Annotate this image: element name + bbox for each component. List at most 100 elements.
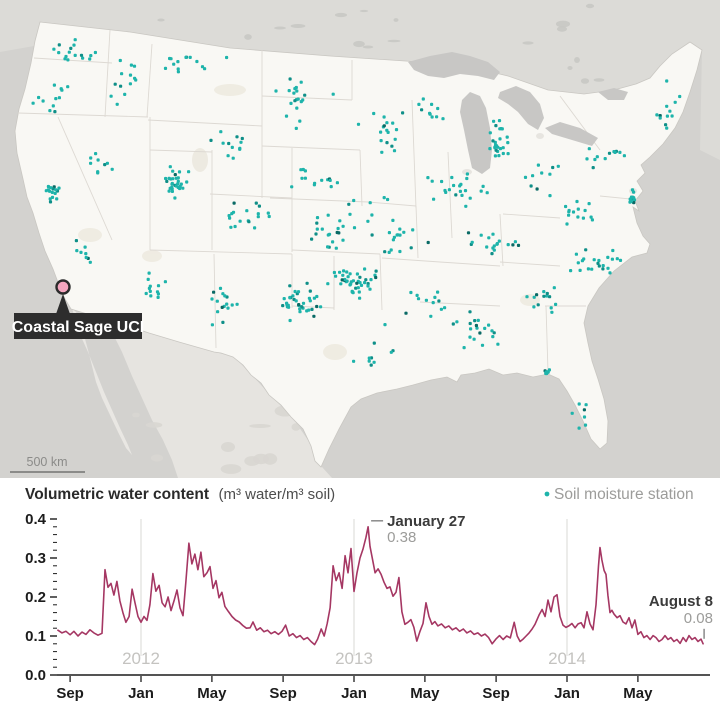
canada-lake-speckle: [580, 78, 590, 84]
state-border-line: [104, 29, 111, 118]
station-dot: [225, 302, 229, 306]
mexico-terrain-speckle: [145, 422, 163, 428]
canada-lake-speckle: [274, 26, 286, 30]
station-dot: [404, 311, 408, 315]
canada-lake-speckle: [157, 18, 165, 22]
station-dot: [551, 165, 555, 170]
canada-lake-speckle: [522, 41, 534, 45]
year-gridline-label: 2012: [122, 649, 160, 668]
station-dot: [341, 273, 345, 277]
chart-annotations: January 270.38 August 80.08: [371, 513, 713, 639]
station-dot: [52, 47, 56, 51]
station-dot: [491, 335, 495, 339]
y-tick-label: 0.1: [25, 628, 46, 645]
canada-lake-speckle: [353, 40, 365, 48]
station-dot: [245, 209, 249, 213]
station-dot: [450, 175, 454, 180]
station-dot: [470, 240, 474, 244]
station-dot: [491, 232, 495, 236]
station-dot: [372, 341, 376, 345]
station-dot: [401, 111, 405, 115]
station-dot: [569, 269, 573, 273]
station-dot: [380, 150, 384, 154]
station-dot: [545, 291, 549, 296]
station-dot: [66, 85, 70, 89]
station-dot: [156, 295, 160, 299]
station-dot: [389, 350, 393, 354]
station-dot: [497, 154, 501, 158]
station-dot: [531, 174, 535, 178]
station-dot: [89, 54, 93, 58]
station-dot: [580, 259, 584, 263]
station-dot: [391, 218, 395, 222]
station-dot: [577, 426, 581, 430]
station-dot: [352, 359, 356, 363]
station-dot: [81, 56, 85, 60]
station-dot: [220, 305, 224, 309]
station-dot: [89, 156, 93, 160]
chart-legend: Soil moisture station: [544, 486, 694, 503]
station-dot: [320, 178, 324, 182]
station-dot: [303, 93, 307, 97]
station-dot: [103, 163, 107, 167]
station-dot: [355, 281, 359, 285]
canada-lake-speckle: [555, 20, 571, 28]
station-dot: [610, 257, 614, 261]
station-dot: [174, 176, 178, 180]
canada-lake-speckle: [334, 12, 348, 18]
station-dot: [240, 136, 244, 141]
scale-bar: 500 km: [10, 455, 85, 473]
station-dot: [393, 137, 397, 141]
station-dot: [590, 218, 594, 222]
station-dot: [315, 304, 319, 309]
station-dot: [618, 150, 622, 154]
callout-pointer: [56, 294, 70, 314]
station-dot: [165, 179, 169, 183]
station-dot: [315, 216, 320, 220]
station-dot: [387, 231, 391, 235]
station-dot: [415, 293, 419, 297]
station-dot: [552, 286, 556, 290]
station-dot: [480, 343, 485, 347]
station-dot: [231, 156, 235, 160]
station-dot: [364, 278, 368, 282]
station-dot: [411, 228, 415, 232]
station-dot: [593, 157, 597, 162]
station-dot: [96, 158, 100, 162]
station-dot: [550, 310, 554, 314]
station-dot: [163, 280, 167, 284]
state-border-line: [499, 261, 561, 267]
station-dot: [483, 326, 487, 330]
station-dot: [363, 267, 367, 271]
state-border-line: [359, 149, 363, 207]
station-dot: [386, 197, 390, 202]
state-border-line: [499, 213, 504, 267]
mexico-terrain-speckles: [132, 370, 301, 474]
station-dot: [540, 171, 544, 175]
station-dot: [591, 166, 595, 170]
x-tick-label: May: [410, 685, 440, 702]
station-dot: [556, 164, 560, 168]
station-dot: [52, 83, 56, 87]
station-dot: [215, 299, 219, 303]
station-dot: [506, 152, 510, 156]
station-dot: [331, 92, 335, 96]
station-dot: [529, 184, 533, 188]
state-border-line: [33, 57, 113, 64]
station-dot: [341, 238, 345, 242]
station-dot: [485, 191, 489, 195]
station-dot: [312, 314, 316, 318]
station-dot: [73, 53, 77, 57]
station-dot: [310, 307, 314, 311]
x-tick-label: Jan: [128, 685, 154, 702]
station-dot: [363, 281, 367, 285]
station-dot: [301, 167, 305, 172]
station-dot: [187, 170, 191, 174]
station-dot: [179, 182, 183, 186]
station-dot: [57, 51, 61, 55]
station-dot: [148, 289, 152, 293]
station-dot: [549, 306, 553, 310]
station-dot: [54, 188, 58, 192]
station-dot: [320, 227, 324, 231]
